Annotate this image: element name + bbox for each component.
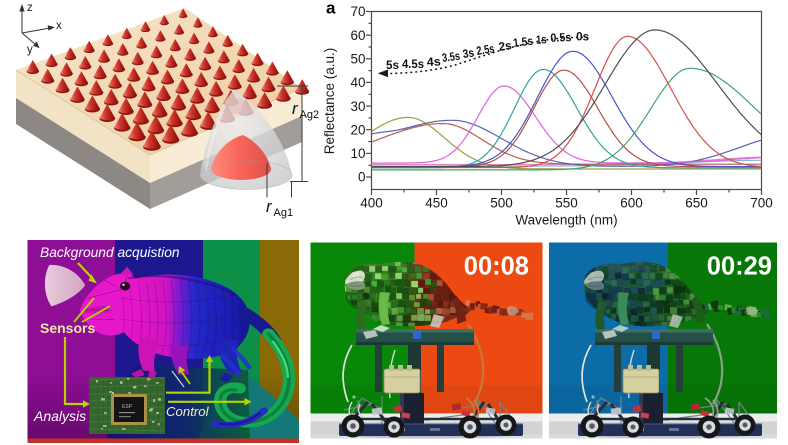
svg-text:0.5s: 0.5s xyxy=(550,30,572,45)
svg-text:r: r xyxy=(266,197,273,216)
svg-text:600: 600 xyxy=(620,196,643,211)
svg-text:ESP: ESP xyxy=(122,404,133,410)
svg-text:60: 60 xyxy=(350,28,365,43)
svg-text:0: 0 xyxy=(358,170,366,185)
svg-text:Control: Control xyxy=(166,404,210,419)
svg-text:4.5s: 4.5s xyxy=(402,57,424,71)
svg-text:650: 650 xyxy=(685,196,708,211)
svg-text:2.5s: 2.5s xyxy=(475,41,495,58)
svg-text:10: 10 xyxy=(350,146,365,161)
svg-text:30: 30 xyxy=(350,99,365,114)
svg-text:1s: 1s xyxy=(536,32,548,47)
svg-text:y: y xyxy=(27,44,33,56)
svg-text:Ag1: Ag1 xyxy=(274,207,294,219)
svg-text:5s: 5s xyxy=(386,58,399,72)
svg-text:Ag2: Ag2 xyxy=(300,109,320,121)
svg-text:Reflectance (a.u.): Reflectance (a.u.) xyxy=(322,48,337,155)
svg-text:0s: 0s xyxy=(576,30,589,44)
svg-text:z: z xyxy=(27,2,33,14)
svg-text:450: 450 xyxy=(425,196,448,211)
svg-text:2s: 2s xyxy=(498,38,513,54)
svg-text:40: 40 xyxy=(350,75,365,90)
svg-text:3s: 3s xyxy=(462,45,476,61)
svg-text:3.5s: 3.5s xyxy=(441,49,461,65)
svg-text:Sensors: Sensors xyxy=(40,320,95,336)
svg-text:20: 20 xyxy=(350,122,365,137)
svg-text:Background acquistion: Background acquistion xyxy=(40,245,180,260)
svg-text:Analysis: Analysis xyxy=(33,408,86,424)
svg-text:00:08: 00:08 xyxy=(464,253,529,281)
svg-text:00:29: 00:29 xyxy=(707,253,772,281)
svg-text:50: 50 xyxy=(350,52,365,67)
svg-text:70: 70 xyxy=(350,4,365,19)
svg-text:x: x xyxy=(56,20,62,32)
svg-text:1.5s: 1.5s xyxy=(512,34,534,50)
svg-text:700: 700 xyxy=(750,196,773,211)
svg-text:550: 550 xyxy=(555,196,578,211)
svg-text:r: r xyxy=(292,99,299,118)
svg-text:4s: 4s xyxy=(426,54,441,69)
svg-text:500: 500 xyxy=(490,196,513,211)
svg-text:Wavelength (nm): Wavelength (nm) xyxy=(515,213,617,228)
svg-text:400: 400 xyxy=(360,196,383,211)
svg-text:a: a xyxy=(326,0,336,18)
